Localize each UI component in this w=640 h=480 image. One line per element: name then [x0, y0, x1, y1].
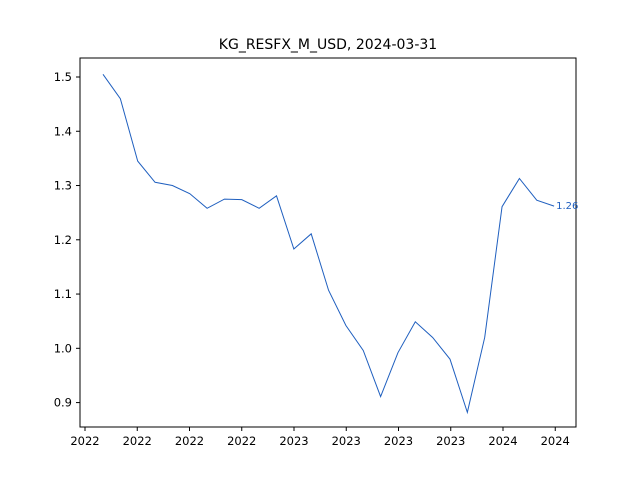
data-point [397, 352, 399, 354]
y-tick-label: 1.3 [54, 179, 72, 193]
data-point [484, 336, 486, 338]
y-tick-label: 0.9 [54, 396, 72, 410]
data-point [293, 248, 295, 250]
data-point [276, 195, 278, 197]
data-point [119, 98, 121, 100]
plot-area [79, 57, 577, 428]
data-point [328, 289, 330, 291]
data-point [553, 205, 555, 207]
data-point [189, 193, 191, 195]
data-point [171, 185, 173, 187]
data-point [466, 411, 468, 413]
data-point [362, 349, 364, 351]
y-axis: 0.9 1.0 1.1 1.2 1.3 1.4 1.5 [54, 70, 80, 410]
data-point [380, 396, 382, 398]
data-point [241, 199, 243, 201]
x-tick-label: 2022 [70, 434, 99, 448]
x-tick-label: 2022 [123, 434, 152, 448]
x-tick-label: 2023 [279, 434, 308, 448]
series-line [102, 73, 555, 415]
x-tick-label: 2024 [488, 434, 517, 448]
data-point [536, 199, 538, 201]
data-point [137, 160, 139, 162]
y-tick-label: 1.5 [54, 70, 72, 84]
data-point [154, 181, 156, 183]
data-point [345, 325, 347, 327]
y-tick-label: 1.0 [54, 341, 72, 355]
data-point [501, 206, 503, 208]
x-tick-label: 2022 [175, 434, 204, 448]
data-point [518, 177, 520, 179]
data-point [223, 198, 225, 200]
y-tick-label: 1.4 [54, 124, 72, 138]
data-point [206, 207, 208, 209]
data-point [258, 207, 260, 209]
end-value-label: 1.26 [556, 201, 578, 212]
data-point [414, 321, 416, 323]
data-point [102, 73, 104, 75]
data-point [310, 233, 312, 235]
y-tick-label: 1.1 [54, 287, 72, 301]
y-tick-label: 1.2 [54, 233, 72, 247]
x-tick-label: 2024 [541, 434, 570, 448]
data-points [102, 73, 555, 413]
data-point [432, 336, 434, 338]
x-tick-label: 2022 [227, 434, 256, 448]
data-point [449, 358, 451, 360]
x-tick-label: 2023 [384, 434, 413, 448]
chart-title: KG_RESFX_M_USD, 2024-03-31 [219, 37, 437, 53]
x-tick-label: 2023 [436, 434, 465, 448]
x-axis: 2022 2022 2022 2022 2023 2023 2023 2023 2024 2024 [70, 427, 570, 448]
x-tick-label: 2023 [332, 434, 361, 448]
